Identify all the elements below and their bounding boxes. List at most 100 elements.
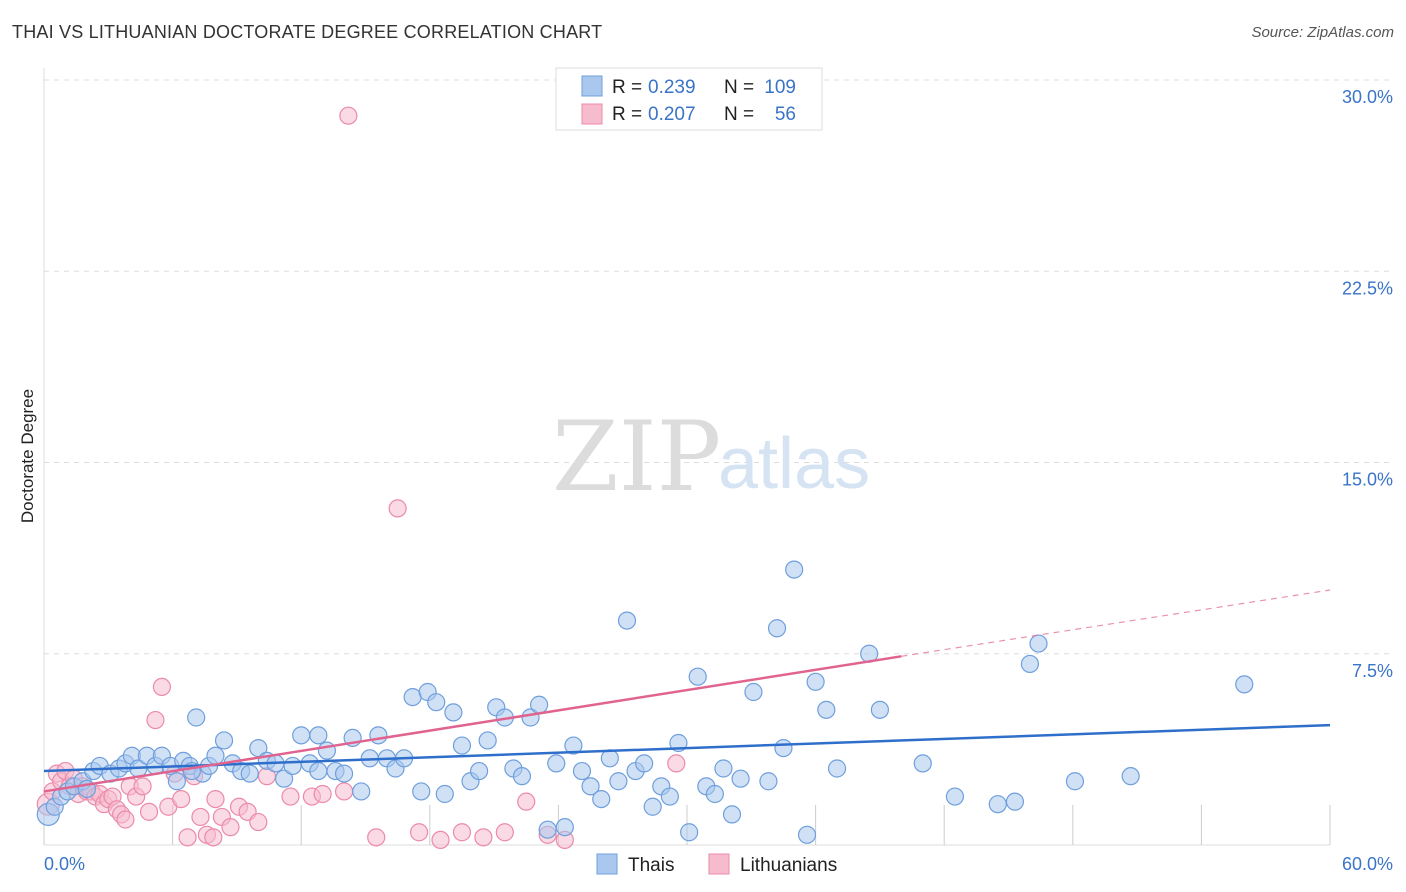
scatter-point — [369, 726, 388, 745]
scatter-point — [139, 802, 159, 821]
scatter-point — [945, 787, 965, 806]
scatter-point — [767, 619, 787, 638]
scatter-point — [1065, 772, 1085, 791]
scatter-point — [592, 789, 611, 809]
scatter-point — [409, 823, 429, 842]
lithuanians-trend-extension — [901, 589, 1331, 657]
legend-n-label-1: N = — [724, 77, 754, 98]
scatter-point — [774, 738, 793, 758]
scatter-point — [281, 787, 300, 806]
scatter-point — [722, 805, 742, 824]
scatter-point — [292, 726, 311, 745]
scatter-point — [1029, 634, 1048, 653]
scatter-point — [274, 769, 294, 788]
scatter-point — [731, 769, 750, 788]
legend-r-label-1: R = — [612, 77, 642, 98]
scatter-point — [643, 797, 662, 816]
scatter-point — [474, 828, 493, 847]
scatter-point — [600, 749, 619, 768]
scatter-point — [617, 611, 637, 630]
scatter-point — [572, 761, 592, 781]
scatter-point — [714, 759, 733, 778]
scatter-point — [581, 777, 600, 796]
scatter-point — [806, 672, 825, 691]
scatter-point — [309, 726, 328, 745]
scatter-point — [680, 823, 699, 842]
scatter-point — [178, 828, 197, 847]
bottom-legend-swatch-lithuanians — [708, 853, 730, 875]
y-tick-label: 7.5% — [1352, 661, 1393, 681]
watermark: ZIP atlas — [552, 401, 870, 513]
scatter-point — [249, 812, 268, 832]
scatter-point — [1235, 675, 1254, 694]
trend-lines — [43, 589, 1331, 793]
scatter-point — [283, 756, 302, 776]
y-tick-label: 22.5% — [1342, 278, 1393, 298]
legend-swatch-pink — [581, 103, 603, 125]
scatter-point — [478, 731, 497, 750]
x-tick-label-max: 60.0% — [1342, 854, 1393, 874]
scatter-point — [759, 772, 778, 791]
scatter-point — [870, 700, 890, 719]
scatter-point — [517, 792, 536, 811]
legend-r-value-2: 0.207 — [648, 104, 696, 125]
scatter-point — [206, 789, 225, 809]
scatter-point — [309, 761, 328, 781]
y-axis-label: Doctorate Degree — [18, 389, 37, 523]
scatter-point — [412, 782, 431, 801]
scatter-point — [660, 787, 679, 806]
legend-r-label-2: R = — [612, 104, 642, 125]
chart-title: THAI VS LITHUANIAN DOCTORATE DEGREE CORR… — [12, 22, 603, 42]
scatter-point — [609, 772, 628, 791]
scatter-point — [469, 761, 489, 781]
bottom-legend-label-lithuanians: Lithuanians — [740, 855, 837, 876]
legend-n-label-2: N = — [724, 104, 754, 125]
legend-n-value-2: 56 — [775, 104, 796, 125]
bottom-legend-label-thais: Thais — [628, 855, 674, 876]
scatter-point — [116, 810, 135, 829]
scatter-point — [1121, 767, 1140, 786]
scatter-point — [452, 823, 472, 842]
legend-r-value-1: 0.239 — [648, 77, 696, 98]
scatter-point — [495, 823, 514, 842]
scatter-point — [167, 772, 186, 791]
legend-box: R = 0.239 N = 109 R = 0.207 N = 56 — [555, 67, 823, 131]
scatter-point — [564, 736, 583, 755]
lithuanians-points — [36, 106, 686, 850]
scatter-point — [221, 818, 240, 837]
legend-n-value-1: 109 — [764, 77, 796, 98]
scatter-point — [152, 677, 171, 697]
scatter-point — [635, 754, 654, 773]
scatter-point — [313, 784, 332, 804]
scatter-point — [667, 754, 686, 773]
scatter-point — [435, 784, 454, 804]
scatter-point — [334, 764, 354, 783]
source-label: Source: ZipAtlas.com — [1251, 24, 1394, 41]
watermark-zip: ZIP — [552, 401, 721, 513]
scatter-point — [334, 782, 354, 801]
scatter-point — [705, 784, 724, 804]
scatter-point — [191, 807, 210, 827]
scatter-point — [817, 700, 836, 719]
scatter-point — [214, 731, 234, 750]
scatter-point — [133, 777, 152, 796]
bottom-legend: Thais Lithuanians — [596, 853, 837, 876]
lithuanians-trend-line — [43, 655, 902, 793]
scatter-point — [339, 106, 358, 125]
y-tick-label: 15.0% — [1342, 470, 1393, 490]
scatter-point — [444, 703, 463, 722]
scatter-point — [797, 825, 817, 844]
x-tick-label-min: 0.0% — [44, 854, 85, 874]
y-tick-labels: 7.5% 15.0% 22.5% 30.0% — [1342, 87, 1393, 681]
scatter-point — [785, 560, 804, 579]
scatter-point — [913, 754, 932, 773]
scatter-point — [352, 782, 371, 801]
scatter-point — [688, 667, 707, 686]
scatter-point — [204, 828, 223, 847]
scatter-point — [431, 830, 450, 850]
scatter-point — [367, 828, 386, 847]
scatter-point — [744, 682, 763, 702]
scatter-point — [530, 695, 549, 714]
y-tick-label: 30.0% — [1342, 87, 1393, 107]
